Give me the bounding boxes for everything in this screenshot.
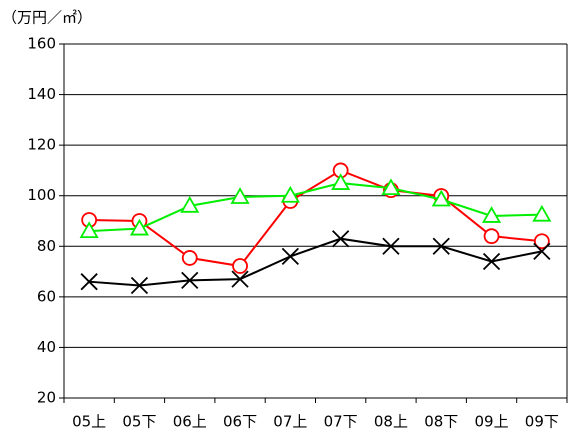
marker [130, 276, 149, 295]
marker [331, 173, 351, 190]
marker [431, 189, 451, 207]
marker [332, 230, 350, 248]
y-tick-label: 160 [27, 35, 56, 53]
marker [129, 218, 150, 236]
marker [382, 237, 400, 255]
x-tick-label: 06下 [223, 413, 257, 431]
x-tick-label: 08上 [374, 413, 408, 431]
marker [482, 252, 501, 271]
y-tick-label: 100 [27, 186, 56, 204]
x-tick-label: 06上 [173, 413, 207, 431]
x-tick-label: 05下 [122, 413, 156, 431]
marker [79, 221, 99, 239]
marker [432, 237, 450, 255]
marker [533, 233, 550, 250]
x-tick-label: 07上 [273, 413, 307, 431]
marker [232, 258, 248, 274]
marker [532, 204, 552, 222]
y-tick-label: 40 [37, 338, 56, 356]
x-tick-label: 09下 [525, 413, 559, 431]
series-line [89, 169, 542, 268]
marker [280, 185, 300, 203]
marker [230, 187, 250, 204]
y-tick-label: 80 [37, 237, 56, 255]
y-tick-label: 60 [37, 287, 56, 305]
y-tick-label: 140 [27, 85, 56, 103]
marker [481, 206, 502, 223]
marker [180, 196, 200, 213]
marker [381, 178, 401, 196]
x-tick-label: 05上 [72, 413, 106, 431]
marker [533, 242, 551, 260]
x-tick-label: 09上 [475, 413, 509, 431]
marker [483, 228, 500, 245]
x-tick-label: 07下 [324, 413, 358, 431]
marker [281, 247, 299, 266]
x-tick-label: 08下 [424, 413, 458, 431]
marker [181, 250, 198, 266]
series-line [89, 237, 543, 287]
marker [181, 271, 199, 290]
marker [231, 270, 249, 288]
series-line [89, 182, 542, 233]
y-tick-label: 20 [37, 389, 56, 407]
y-axis-label: （万円／㎡） [2, 9, 92, 27]
marker [80, 273, 98, 291]
y-tick-label: 120 [27, 136, 56, 154]
